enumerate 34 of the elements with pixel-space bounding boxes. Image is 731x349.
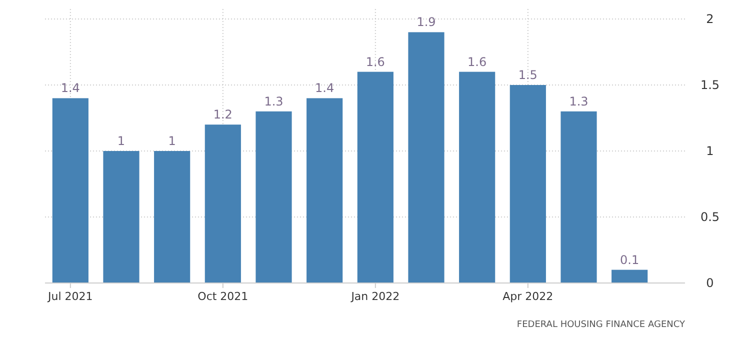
- bar: [103, 151, 140, 283]
- data-label: 1.6: [468, 54, 487, 69]
- bar: [204, 124, 241, 283]
- bar: [459, 72, 496, 283]
- bar: [408, 32, 444, 283]
- bar: [256, 111, 292, 283]
- bar: [306, 98, 343, 283]
- bar: [560, 111, 597, 283]
- x-tick-label: Oct 2021: [198, 290, 248, 303]
- data-label: 1.2: [213, 108, 232, 122]
- x-tick-label: Apr 2022: [502, 290, 554, 303]
- x-tick-label: Jan 2022: [350, 290, 400, 303]
- data-label: 1.6: [366, 54, 385, 69]
- data-label: 1.3: [569, 94, 588, 108]
- data-label: 1.5: [518, 68, 538, 82]
- text: FEDERAL HOUSING FINANCE AGENCY: [516, 320, 686, 330]
- y-tick-label: 0.5: [700, 210, 720, 224]
- data-label: 1.4: [315, 81, 334, 96]
- y-tick-label: 2: [706, 12, 714, 26]
- data-label: 1.9: [416, 15, 436, 30]
- data-label: 1.4: [60, 81, 80, 96]
- bar: [154, 151, 190, 283]
- y-tick-label: 0: [706, 276, 714, 290]
- data-label: 0.1: [620, 252, 640, 267]
- bar: [510, 85, 546, 283]
- data-label: 1: [168, 134, 176, 148]
- bar: [52, 98, 88, 283]
- bar: [357, 72, 394, 283]
- data-label: 1: [117, 134, 126, 148]
- x-tick-label: Jul 2021: [47, 290, 93, 303]
- bar: [612, 270, 648, 283]
- y-tick-label: 1: [706, 144, 714, 158]
- data-label: 1.3: [264, 94, 284, 108]
- y-tick-label: 1.5: [700, 78, 720, 92]
